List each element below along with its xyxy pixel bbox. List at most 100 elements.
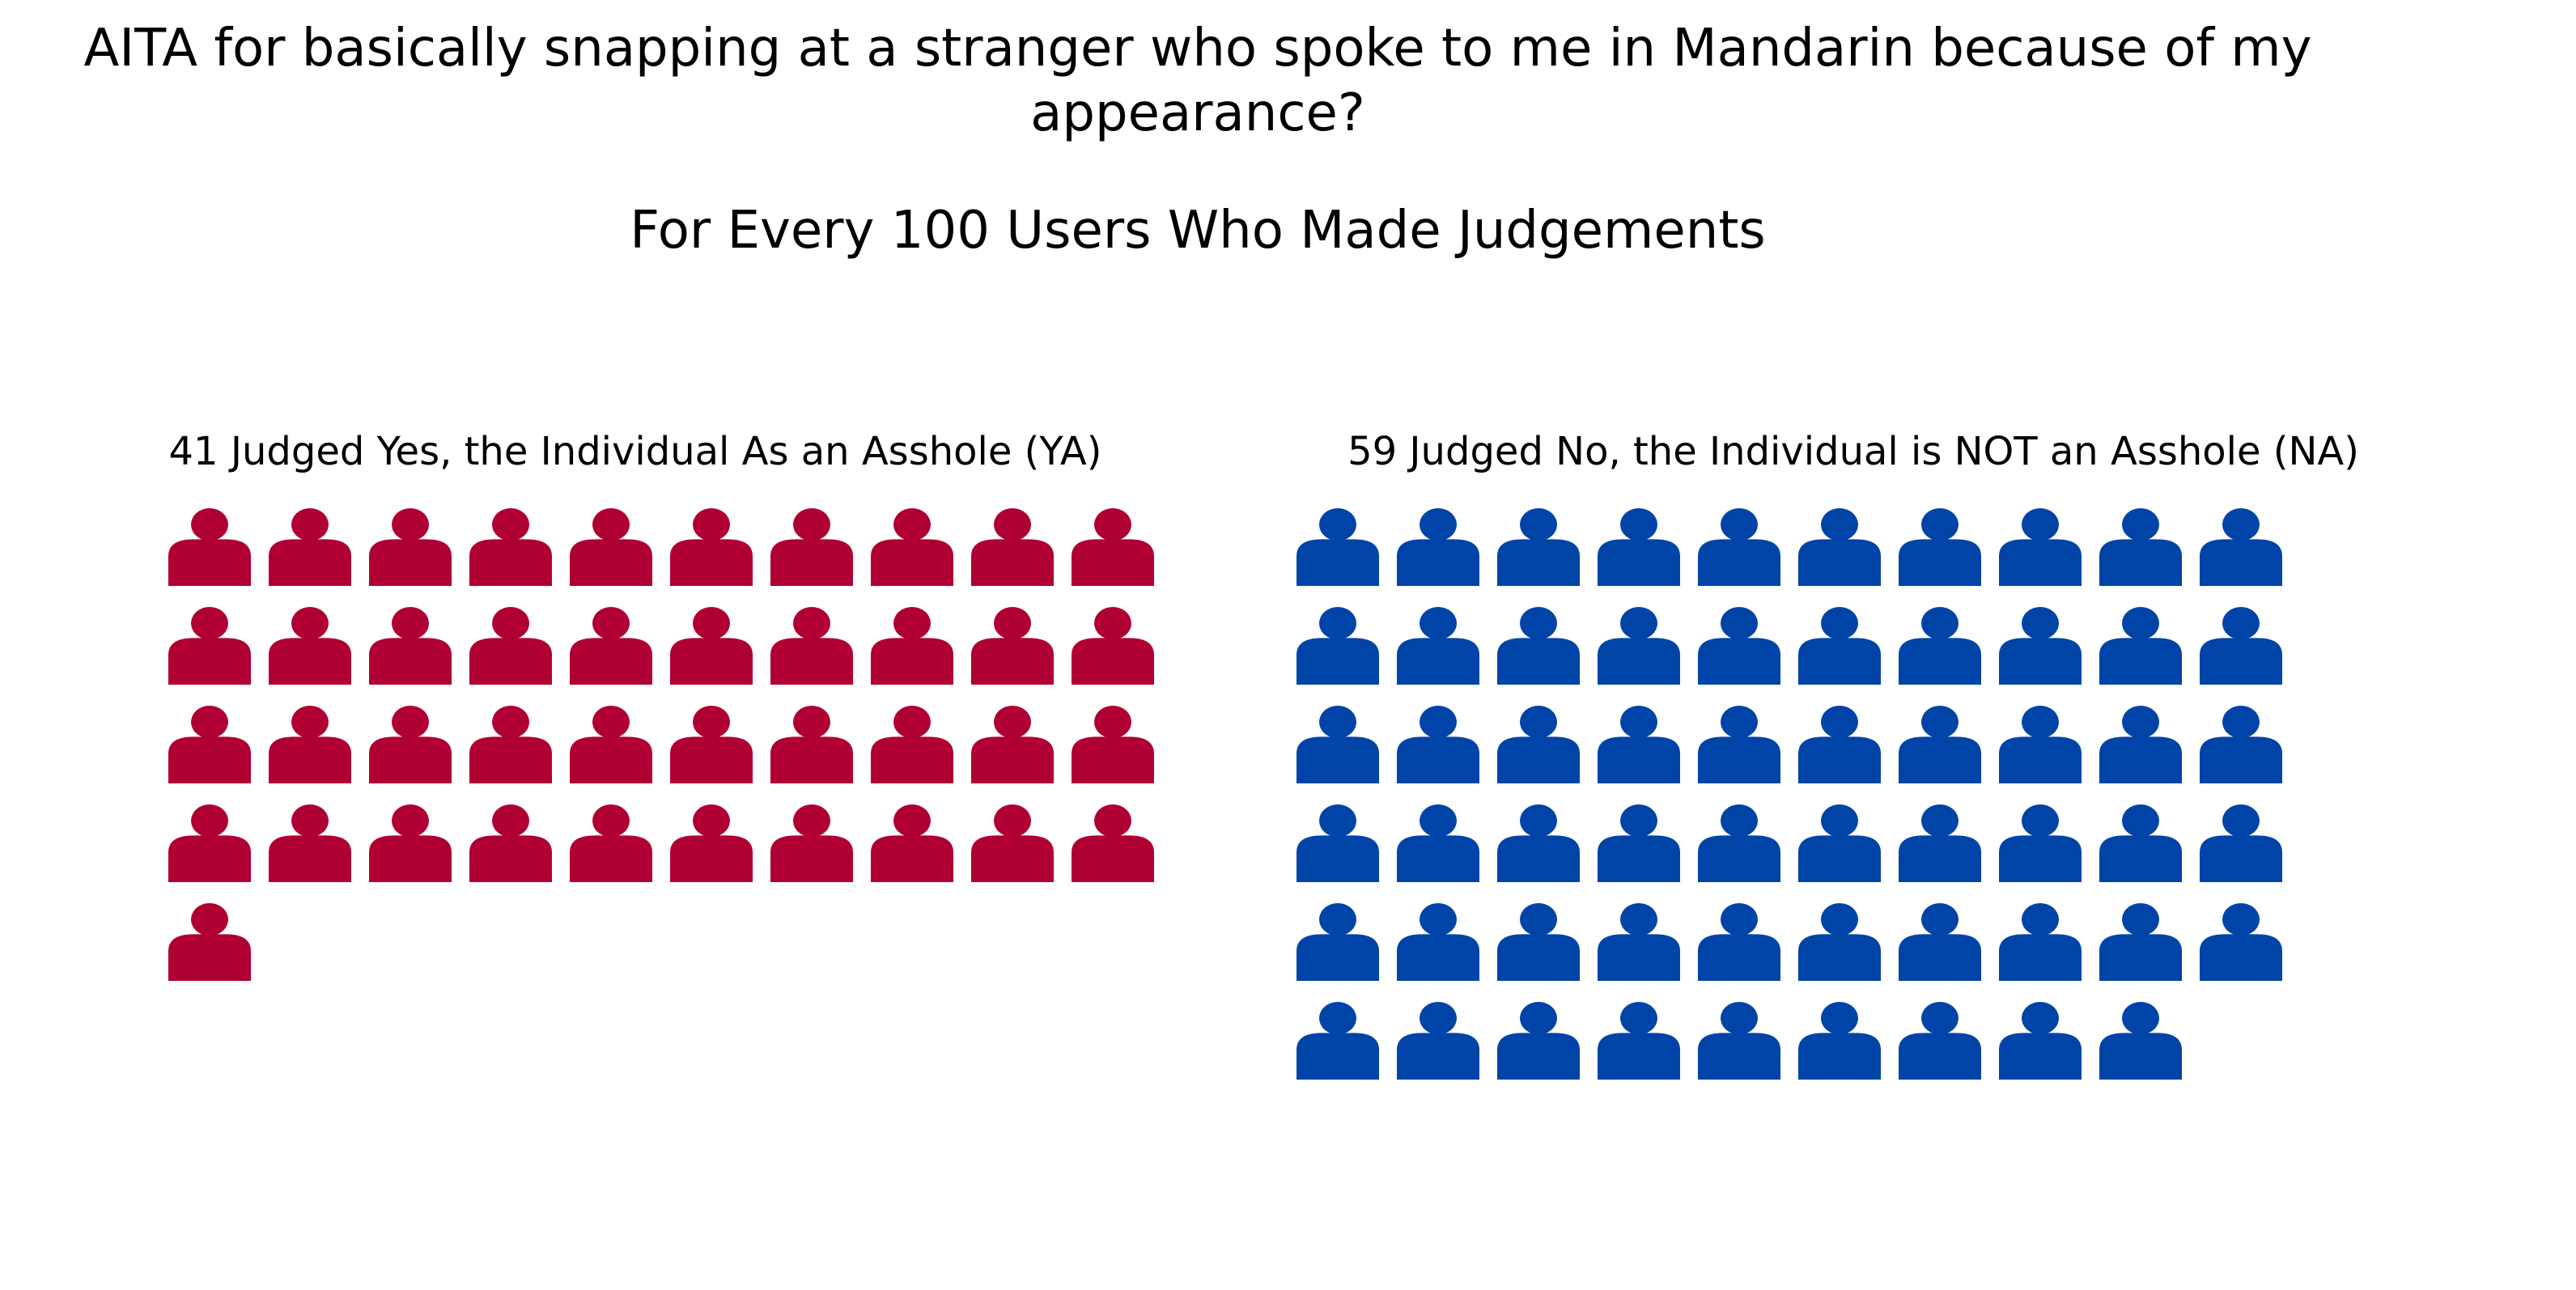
person-icon-ya (971, 508, 1054, 586)
person-icon-ya (469, 607, 552, 685)
person-icon-ya (369, 607, 452, 685)
person-icon-ya (469, 706, 552, 783)
person-icon-na (1397, 804, 1479, 882)
person-icon-na (1397, 508, 1479, 586)
person-icon-ya (168, 804, 251, 882)
person-icon-na (1598, 903, 1680, 981)
person-icon-na (1296, 804, 1379, 882)
person-icon-ya (670, 607, 753, 685)
person-icon-na (2200, 508, 2282, 586)
person-icon-ya (168, 607, 251, 685)
person-icon-ya (570, 706, 652, 783)
person-icon-na (1598, 607, 1680, 685)
person-icon-na (1899, 804, 1981, 882)
person-icon-na (1598, 508, 1680, 586)
pictogram-panel-no (1296, 508, 2282, 1080)
person-icon-ya (871, 508, 953, 586)
person-icon-na (1798, 607, 1881, 685)
person-icon-na (1598, 804, 1680, 882)
person-icon-na (2200, 903, 2282, 981)
person-icon-na (2099, 1002, 2182, 1080)
panel-title-yes: 41 Judged Yes, the Individual As an Assh… (168, 429, 1102, 474)
person-icon-na (1798, 508, 1881, 586)
person-icon-ya (269, 508, 351, 586)
person-icon-ya (269, 706, 351, 783)
person-icon-ya (871, 607, 953, 685)
person-icon-na (1999, 607, 2082, 685)
person-icon-na (1899, 1002, 1981, 1080)
person-icon-na (1497, 1002, 1580, 1080)
person-icon-ya (1072, 607, 1154, 685)
chart-subtitle: For Every 100 Users Who Made Judgements (630, 201, 1766, 261)
person-icon-na (1999, 706, 2082, 783)
person-icon-na (1698, 607, 1780, 685)
person-icon-na (1598, 706, 1680, 783)
panel-title-no: 59 Judged No, the Individual is NOT an A… (1347, 429, 2359, 474)
person-icon-ya (971, 706, 1054, 783)
person-icon-na (1296, 508, 1379, 586)
chart-title: AITA for basically snapping at a strange… (83, 19, 2312, 143)
person-icon-na (2099, 508, 2182, 586)
person-icon-na (1698, 804, 1780, 882)
person-icon-ya (269, 804, 351, 882)
person-icon-na (2099, 804, 2182, 882)
person-icon-na (1598, 1002, 1680, 1080)
person-icon-na (1899, 903, 1981, 981)
person-icon-ya (369, 508, 452, 586)
person-icon-na (1497, 508, 1580, 586)
person-icon-ya (1072, 508, 1154, 586)
person-icon-na (1397, 706, 1479, 783)
person-icon-na (1397, 903, 1479, 981)
person-icon-na (1999, 508, 2082, 586)
person-icon-na (2200, 804, 2282, 882)
person-icon-ya (971, 804, 1054, 882)
pictogram-panel-yes (168, 508, 1154, 981)
person-icon-ya (1072, 706, 1154, 783)
person-icon-ya (369, 706, 452, 783)
person-icon-na (2099, 607, 2182, 685)
person-icon-ya (770, 607, 853, 685)
person-icon-ya (168, 706, 251, 783)
person-icon-na (1698, 706, 1780, 783)
person-icon-na (1999, 804, 2082, 882)
person-icon-na (1296, 1002, 1379, 1080)
person-icon-na (1999, 903, 2082, 981)
person-icon-na (1999, 1002, 2082, 1080)
person-icon-na (1798, 1002, 1881, 1080)
person-icon-ya (168, 508, 251, 586)
person-icon-ya (570, 804, 652, 882)
person-icon-na (1698, 508, 1780, 586)
person-icon-na (1296, 607, 1379, 685)
person-icon-ya (469, 508, 552, 586)
person-icon-na (2200, 706, 2282, 783)
person-icon-na (1296, 903, 1379, 981)
person-icon-ya (770, 706, 853, 783)
person-icon-na (1397, 1002, 1479, 1080)
person-icon-na (2099, 903, 2182, 981)
person-icon-ya (269, 607, 351, 685)
person-icon-ya (670, 804, 753, 882)
person-icon-na (1497, 706, 1580, 783)
person-icon-ya (670, 508, 753, 586)
person-icon-na (1497, 903, 1580, 981)
person-icon-ya (168, 903, 251, 981)
person-icon-na (1698, 1002, 1780, 1080)
person-icon-ya (469, 804, 552, 882)
person-icon-na (1798, 903, 1881, 981)
person-icon-na (1798, 706, 1881, 783)
person-icon-na (1397, 607, 1479, 685)
person-icon-ya (670, 706, 753, 783)
person-icon-na (1899, 706, 1981, 783)
person-icon-ya (570, 607, 652, 685)
person-icon-na (2200, 607, 2282, 685)
person-icon-ya (570, 508, 652, 586)
person-icon-na (1899, 508, 1981, 586)
person-icon-na (1296, 706, 1379, 783)
person-icon-ya (770, 508, 853, 586)
person-icon-na (2099, 706, 2182, 783)
person-icon-na (1899, 607, 1981, 685)
person-icon-na (1497, 804, 1580, 882)
person-icon-na (1798, 804, 1881, 882)
person-icon-na (1698, 903, 1780, 981)
